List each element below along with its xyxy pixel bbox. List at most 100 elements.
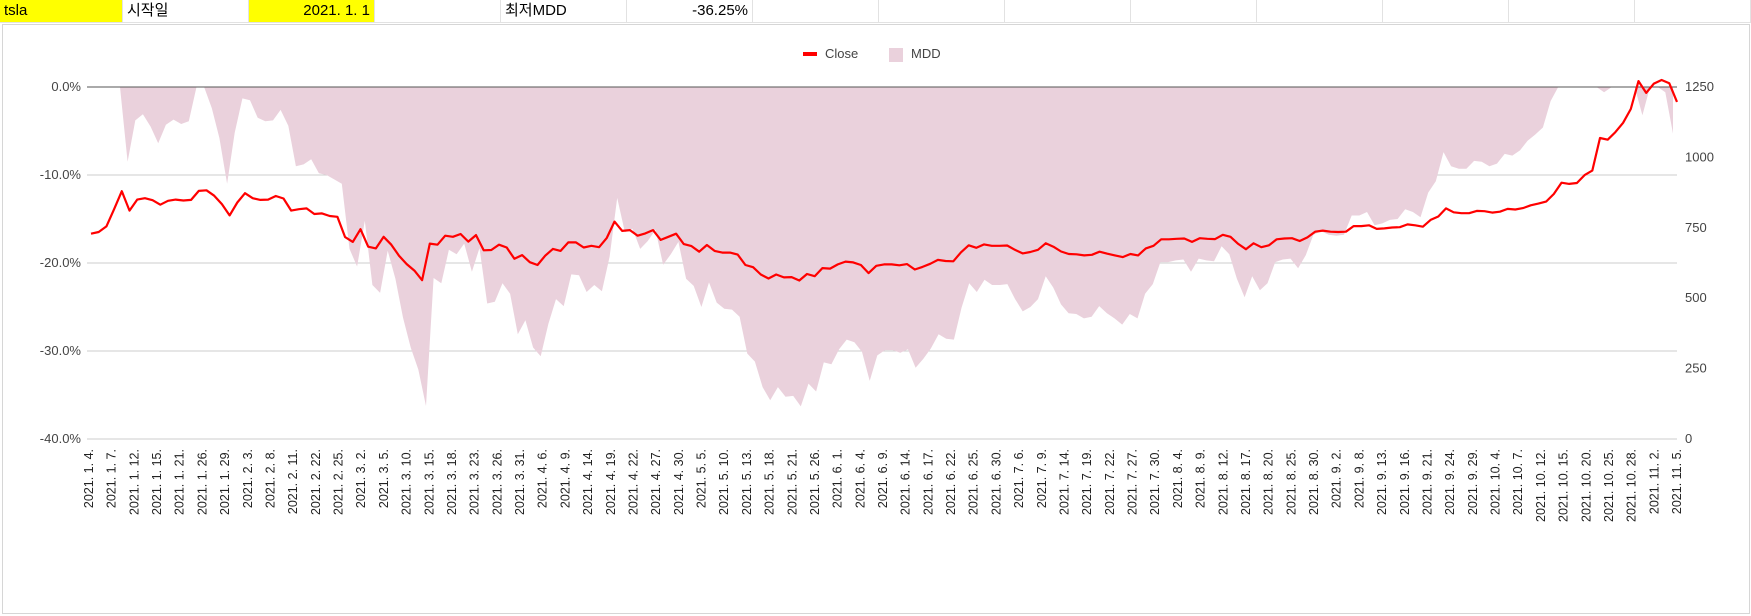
x-axis-tick-label: 2021. 3. 26. [490,449,504,515]
right-axis-tick-label: 250 [1685,361,1707,376]
left-axis-tick-label: 0.0% [51,79,81,94]
x-axis-tick-label: 2021. 7. 22. [1103,449,1117,515]
empty-cell[interactable] [1257,0,1383,22]
x-axis-tick-label: 2021. 3. 18. [445,449,459,515]
mdd-value-cell[interactable]: -36.25% [627,0,753,22]
x-axis-tick-label: 2021. 3. 31. [513,449,527,515]
x-axis-tick-label: 2021. 2. 8. [263,449,277,508]
start-date-label-cell[interactable]: 시작일 [123,0,249,22]
right-axis-tick-label: 1250 [1685,79,1714,94]
left-axis-tick-label: -20.0% [40,255,82,270]
left-axis-tick-label: -40.0% [40,431,82,446]
x-axis-tick-label: 2021. 8. 9. [1194,449,1208,508]
x-axis-tick-label: 2021. 6. 25. [967,449,981,515]
x-axis-tick-label: 2021. 4. 14. [581,449,595,515]
x-axis-tick-label: 2021. 10. 12. [1534,449,1548,522]
right-axis-tick-label: 750 [1685,220,1707,235]
x-axis-tick-label: 2021. 4. 9. [558,449,572,508]
x-axis-tick-label: 2021. 3. 10. [400,449,414,515]
close-line [90,78,1679,282]
x-axis-tick-label: 2021. 10. 7. [1511,449,1525,515]
x-axis-tick-label: 2021. 9. 24. [1443,449,1457,515]
x-axis-tick-label: 2021. 5. 18. [763,449,777,515]
x-axis-tick-label: 2021. 8. 17. [1239,449,1253,515]
x-axis-tick-label: 2021. 6. 4. [853,449,867,508]
left-axis-tick-label: -10.0% [40,167,82,182]
x-axis-tick-label: 2021. 11. 5. [1670,449,1684,514]
x-axis-tick-label: 2021. 1. 26. [195,449,209,515]
x-axis-tick-label: 2021. 5. 26. [808,449,822,515]
x-axis-tick-label: 2021. 1. 29. [218,449,232,515]
x-axis-tick-label: 2021. 6. 17. [921,449,935,515]
x-axis-tick-label: 2021. 6. 14. [899,449,913,515]
x-axis-tick-label: 2021. 11. 2. [1647,449,1661,514]
mdd-area [97,87,1673,407]
x-axis-tick-label: 2021. 2. 22. [309,449,323,515]
ticker-cell[interactable]: tsla [0,0,123,22]
spreadsheet-header-row: tsla 시작일 2021. 1. 1 최저MDD -36.25% [0,0,1751,23]
x-axis-tick-label: 2021. 3. 23. [468,449,482,515]
x-axis-tick-label: 2021. 6. 1. [831,449,845,508]
right-axis-tick-label: 0 [1685,431,1692,446]
x-axis-tick-label: 2021. 9. 2. [1330,449,1344,508]
x-axis-tick-label: 2021. 4. 19. [604,449,618,515]
x-axis-tick-label: 2021. 3. 2. [354,449,368,508]
x-axis-tick-label: 2021. 6. 30. [989,449,1003,515]
empty-cell[interactable] [753,0,879,22]
x-axis-tick-label: 2021. 1. 4. [82,449,96,508]
x-axis-tick-label: 2021. 9. 8. [1352,449,1366,508]
empty-cell[interactable] [375,0,501,22]
x-axis-tick-label: 2021. 5. 13. [740,449,754,515]
start-date-cell[interactable]: 2021. 1. 1 [249,0,375,22]
empty-cell[interactable] [1383,0,1509,22]
x-axis-tick-label: 2021. 7. 9. [1035,449,1049,508]
chart-container[interactable]: 0.0% -10.0% -20.0% -30.0% -40.0% 1250 1000 750 5… [2,24,1750,614]
x-axis-tick-label: 2021. 1. 21. [173,449,187,515]
left-axis-tick-label: -30.0% [40,343,82,358]
right-axis-tick-label: 1000 [1685,149,1714,164]
empty-cell[interactable] [1005,0,1131,22]
x-axis-tick-label: 2021. 8. 25. [1284,449,1298,515]
x-axis-tick-label: 2021. 5. 5. [695,449,709,508]
x-axis-tick-label: 2021. 10. 4. [1489,449,1503,515]
x-axis-tick-label: 2021. 4. 6. [536,449,550,508]
x-axis-tick-label: 2021. 8. 20. [1262,449,1276,515]
x-axis-tick-label: 2021. 2. 3. [241,449,255,508]
x-axis-tick-label: 2021. 1. 12. [127,449,141,515]
x-axis-tick-label: 2021. 5. 10. [717,449,731,515]
x-axis-tick-label: 2021. 7. 19. [1080,449,1094,515]
close-mdd-chart: 0.0% -10.0% -20.0% -30.0% -40.0% 1250 1000 750 5… [40,46,1714,522]
empty-cell[interactable] [1509,0,1635,22]
x-axis-tick-label: 2021. 6. 22. [944,449,958,515]
x-axis-tick-label: 2021. 4. 27. [649,449,663,515]
x-axis-tick-label: 2021. 7. 27. [1126,449,1140,515]
x-axis-tick-label: 2021. 8. 4. [1171,449,1185,508]
empty-cell[interactable] [879,0,1005,22]
x-axis-tick-label: 2021. 2. 25. [332,449,346,515]
x-axis-tick-label: 2021. 7. 14. [1057,449,1071,515]
x-axis-tick-label: 2021. 7. 30. [1148,449,1162,515]
empty-cell[interactable] [1131,0,1257,22]
empty-cell[interactable] [1635,0,1751,22]
x-axis-tick-label: 2021. 1. 15. [150,449,164,515]
x-axis-tick-label: 2021. 2. 11. [286,449,300,514]
x-axis-tick-label: 2021. 4. 22. [626,449,640,515]
x-axis-tick-label: 2021. 5. 21. [785,449,799,515]
x-axis-tick-label: 2021. 9. 29. [1466,449,1480,515]
legend-close-swatch [803,52,817,56]
x-axis-tick-label: 2021. 10. 25. [1602,449,1616,522]
x-axis-tick-label: 2021. 8. 12. [1216,449,1230,515]
x-axis-tick-label: 2021. 8. 30. [1307,449,1321,515]
legend-mdd-label: MDD [911,46,941,61]
x-axis-tick-label: 2021. 1. 7. [105,449,119,508]
x-axis-tick-label: 2021. 4. 30. [672,449,686,515]
legend-mdd-swatch [889,48,903,62]
mdd-label-cell[interactable]: 최저MDD [501,0,627,22]
x-axis-tick-label: 2021. 10. 15. [1557,449,1571,522]
x-axis-tick-label: 2021. 6. 9. [876,449,890,508]
x-axis-tick-label: 2021. 9. 13. [1375,449,1389,515]
x-axis-tick-label: 2021. 7. 6. [1012,449,1026,508]
x-axis-tick-label: 2021. 3. 5. [377,449,391,508]
legend-close-label: Close [825,46,858,61]
x-axis-tick-label: 2021. 10. 28. [1625,449,1639,522]
